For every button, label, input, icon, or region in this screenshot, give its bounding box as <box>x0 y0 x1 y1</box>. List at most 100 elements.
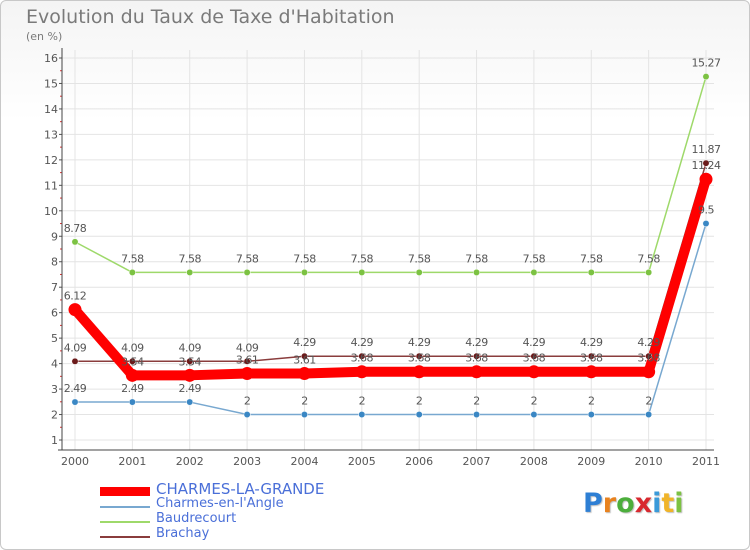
data-point <box>358 268 366 276</box>
series-line <box>74 75 707 274</box>
chart-title: Evolution du Taux de Taxe d'Habitation <box>26 6 395 28</box>
data-point <box>71 398 79 406</box>
data-point <box>527 365 541 379</box>
data-label: 2 <box>645 395 652 408</box>
data-point <box>301 352 308 360</box>
data-label: 7.58 <box>293 252 316 265</box>
data-point <box>243 268 251 276</box>
y-tick-label: 4 <box>51 358 58 371</box>
y-tick-label: 1 <box>51 434 58 447</box>
data-point <box>71 238 79 246</box>
data-label: 7.58 <box>236 252 259 265</box>
data-point <box>587 268 595 276</box>
series-line <box>74 222 707 416</box>
y-tick-label: 14 <box>44 103 58 116</box>
legend-swatch <box>100 536 150 538</box>
data-point <box>125 368 139 382</box>
data-label: 7.58 <box>465 252 488 265</box>
data-label: 4.09 <box>236 341 259 354</box>
data-point <box>68 303 82 317</box>
data-label: 11.87 <box>692 143 721 156</box>
data-label: 6.12 <box>64 290 87 303</box>
data-point <box>645 411 653 418</box>
x-tick-label: 2000 <box>61 455 89 468</box>
y-tick-label: 10 <box>44 205 58 218</box>
data-point <box>584 365 598 379</box>
data-label: 7.58 <box>178 252 201 265</box>
data-label: 7.58 <box>523 252 546 265</box>
legend-label: Baudrecourt <box>156 511 237 526</box>
data-point <box>243 411 251 418</box>
data-label: 3.54 <box>121 355 144 368</box>
y-tick-label: 7 <box>51 281 58 294</box>
legend-swatch <box>100 506 150 508</box>
x-tick-label: 2011 <box>692 455 720 468</box>
data-label: 3.68 <box>465 352 488 365</box>
data-label: 4.09 <box>121 341 144 354</box>
x-tick-label: 2003 <box>233 455 261 468</box>
logo-letter: P <box>583 488 603 519</box>
data-label: 3.68 <box>408 352 431 365</box>
data-label: 2 <box>588 395 595 408</box>
data-point <box>301 268 308 276</box>
data-label: 4.29 <box>465 336 488 349</box>
y-tick-label: 5 <box>51 332 58 345</box>
data-label: 8.78 <box>64 222 87 235</box>
y-tick-label: 6 <box>51 307 58 320</box>
logo-letter: i <box>652 488 662 519</box>
data-point <box>240 367 254 381</box>
legend-label: Brachay <box>156 526 210 541</box>
data-point <box>415 268 423 276</box>
data-label: 2.49 <box>178 382 201 395</box>
series-line <box>74 162 707 363</box>
x-tick-label: 2001 <box>118 455 146 468</box>
logo-letter: i <box>674 488 684 519</box>
data-point <box>702 220 710 227</box>
data-label: 2 <box>473 395 480 408</box>
data-point <box>473 268 480 276</box>
data-point <box>358 352 366 360</box>
data-label: 7.58 <box>351 252 374 265</box>
logo-letter: t <box>661 488 675 519</box>
data-label: 4.29 <box>351 336 374 349</box>
proxiti-logo: Proxiti <box>583 488 684 519</box>
data-label: 4.29 <box>637 336 660 349</box>
y-tick-label: 13 <box>44 128 58 141</box>
data-point <box>530 268 538 276</box>
x-tick-label: 2009 <box>577 455 605 468</box>
x-tick-label: 2006 <box>405 455 433 468</box>
data-point <box>301 411 308 418</box>
y-axis-unit: (en %) <box>26 30 63 43</box>
data-point <box>645 352 653 360</box>
data-label: 9.5 <box>698 204 714 217</box>
data-label: 3.68 <box>523 352 546 365</box>
data-label: 3.54 <box>178 355 201 368</box>
data-point <box>128 398 136 406</box>
data-label: 7.58 <box>121 252 144 265</box>
data-point <box>473 352 480 360</box>
legend-swatch <box>100 487 150 496</box>
data-label: 3.68 <box>637 352 660 365</box>
data-point <box>71 357 79 365</box>
data-point <box>186 268 194 276</box>
data-label: 3.68 <box>580 352 603 365</box>
data-label: 2 <box>359 395 366 408</box>
logo-letter: r <box>602 488 617 519</box>
data-label: 4.29 <box>523 336 546 349</box>
data-point <box>355 365 369 379</box>
legend-label: Charmes-en-l'Angle <box>156 496 284 511</box>
y-tick-label: 15 <box>44 77 58 90</box>
data-point <box>128 357 136 365</box>
y-tick-label: 16 <box>44 52 58 65</box>
data-label: 11.24 <box>692 159 721 172</box>
legend-label: CHARMES-LA-GRANDE <box>156 480 325 498</box>
data-label: 2.49 <box>121 382 144 395</box>
data-point <box>128 268 136 276</box>
data-label: 7.58 <box>408 252 431 265</box>
y-tick-label: 3 <box>51 383 58 396</box>
data-point <box>530 411 538 418</box>
data-point <box>297 367 311 381</box>
series-line <box>70 174 711 381</box>
